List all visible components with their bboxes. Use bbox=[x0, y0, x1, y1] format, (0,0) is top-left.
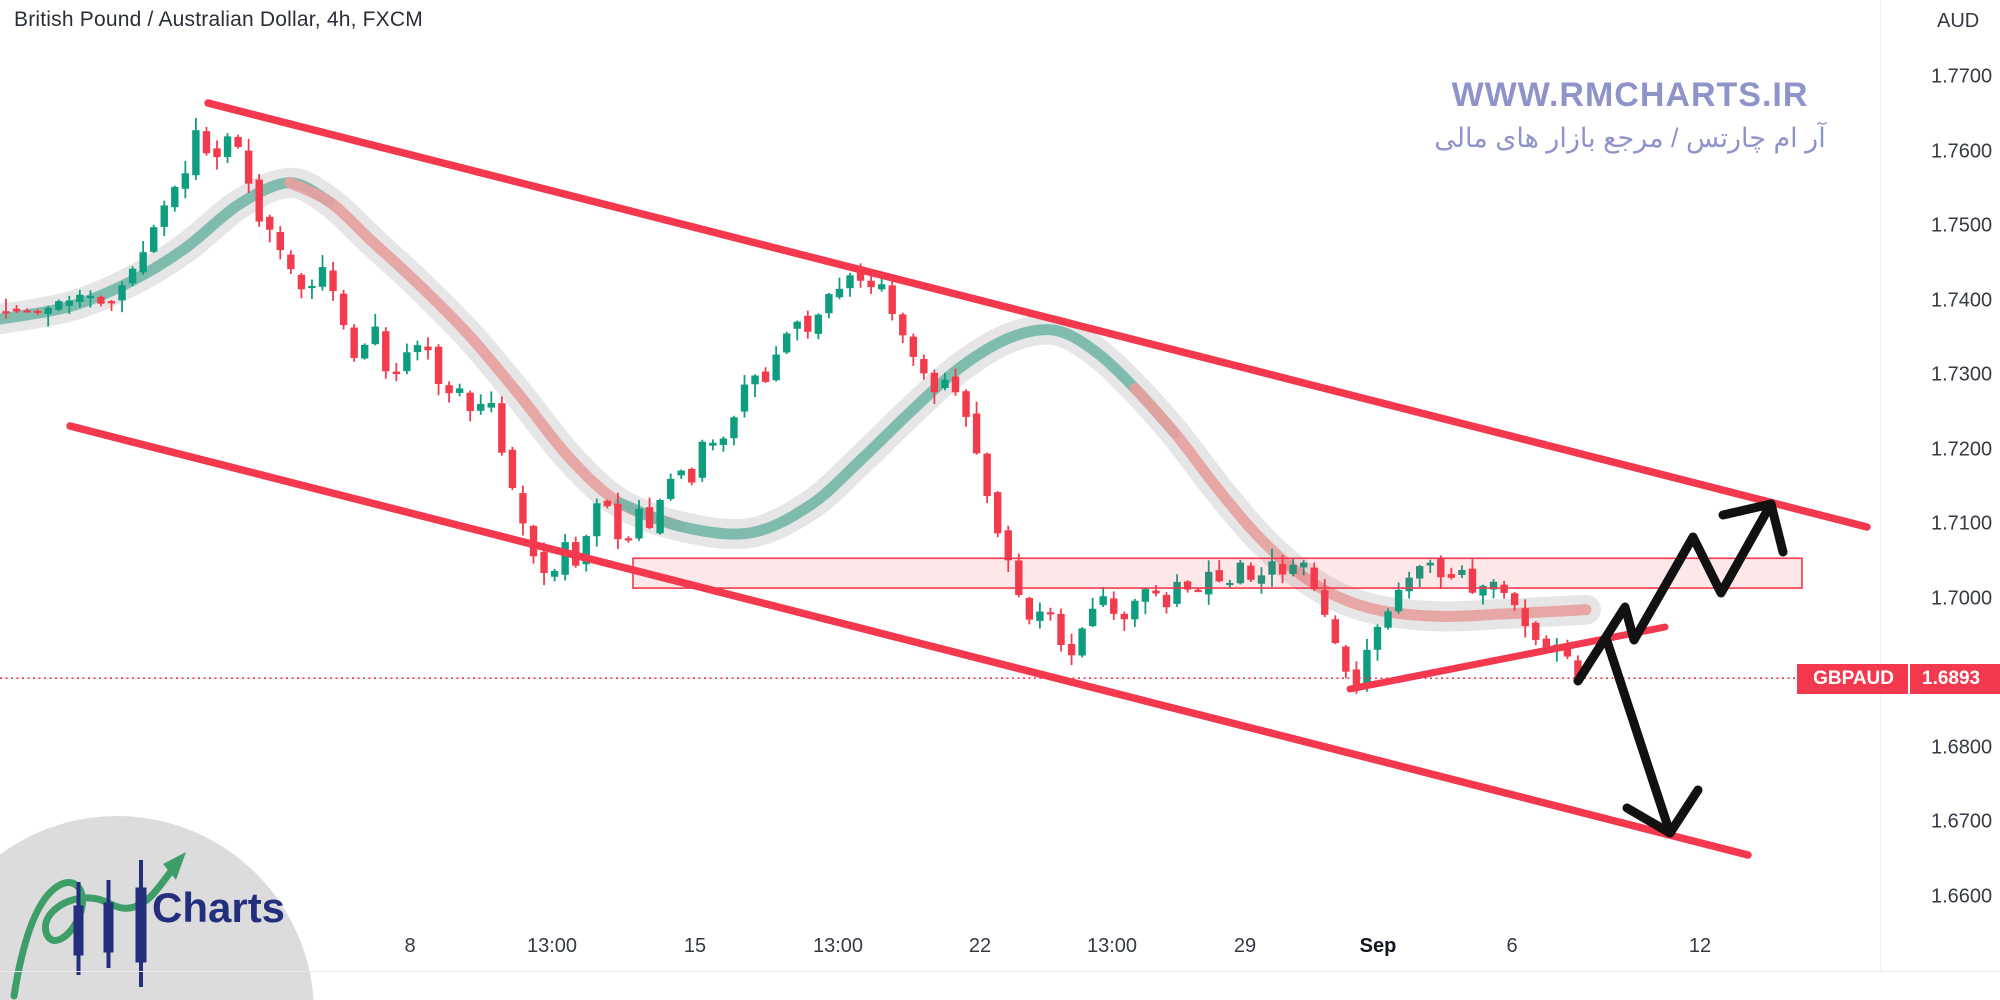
ma-ribbon-envelope bbox=[0, 167, 1601, 632]
ma-ribbon-up bbox=[614, 324, 1181, 540]
channel-upper-line[interactable] bbox=[204, 99, 1871, 531]
time-tick-label: 8 bbox=[404, 935, 416, 957]
ma-ribbon-down bbox=[284, 177, 686, 532]
time-tick-label: 6 bbox=[1506, 935, 1518, 957]
time-tick-label: Sep bbox=[1359, 935, 1397, 957]
channel-lower-line[interactable] bbox=[66, 422, 1752, 859]
watermark-url: WWW.RMCHARTS.IR bbox=[1451, 76, 1809, 114]
price-tick-label: 1.7700 bbox=[1931, 65, 1993, 88]
price-tick-label: 1.7300 bbox=[1931, 363, 1993, 386]
time-tick-label: 12 bbox=[1688, 935, 1712, 957]
watermark-persian-tagline: آر ام چارتس / مرجع بازار های مالی bbox=[1434, 123, 1826, 153]
ma-ribbon-down bbox=[1129, 382, 1592, 622]
price-tick-label: 1.7600 bbox=[1931, 140, 1993, 162]
price-tick-label: 1.6600 bbox=[1931, 885, 1993, 907]
last-price-tag: GBPAUD 1.6893 bbox=[1797, 664, 2000, 694]
price-tag-value: 1.6893 bbox=[1908, 664, 2000, 694]
symbol-legend[interactable]: British Pound / Australian Dollar, 4h, F… bbox=[14, 8, 423, 31]
time-tick-label: 29 bbox=[1233, 935, 1257, 957]
price-tick-label: 1.7100 bbox=[1931, 512, 1993, 535]
time-tick-label: 13:00 bbox=[526, 935, 578, 957]
price-tick-label: 1.6700 bbox=[1931, 810, 1993, 833]
projection-arrow-down[interactable] bbox=[1602, 636, 1703, 838]
time-axis[interactable]: 8 13:00 15 13:00 22 13:00 29 Sep 6 12 bbox=[0, 925, 1880, 971]
plot-area[interactable] bbox=[0, 99, 1880, 859]
price-axis[interactable]: AUD 1.7700 1.7600 1.7500 1.7400 1.7300 1.7200… bbox=[1880, 0, 2000, 971]
time-tick-label: 13:00 bbox=[1086, 935, 1138, 957]
price-tick-label: 1.7500 bbox=[1931, 214, 1993, 237]
watermark: WWW.RMCHARTS.IR آر ام چارتس / مرجع بازار… bbox=[1385, 76, 1875, 154]
price-tag-symbol: GBPAUD bbox=[1797, 664, 1908, 694]
time-tick-label: 15 bbox=[683, 935, 707, 957]
time-tick-label: 22 bbox=[968, 935, 992, 957]
price-tick-label: 1.7000 bbox=[1931, 587, 1993, 609]
candlestick-series bbox=[2, 117, 1582, 694]
price-tick-label: 1.7200 bbox=[1931, 438, 1993, 460]
time-tick-label: 13:00 bbox=[812, 935, 864, 957]
currency-label: AUD bbox=[1937, 10, 1980, 32]
resistance-zone[interactable] bbox=[632, 557, 1803, 589]
price-tick-label: 1.7400 bbox=[1931, 289, 1993, 311]
axis-divider bbox=[0, 971, 2000, 972]
price-tick-label: 1.6800 bbox=[1931, 736, 1993, 758]
projection-arrow-up[interactable] bbox=[1573, 499, 1788, 686]
